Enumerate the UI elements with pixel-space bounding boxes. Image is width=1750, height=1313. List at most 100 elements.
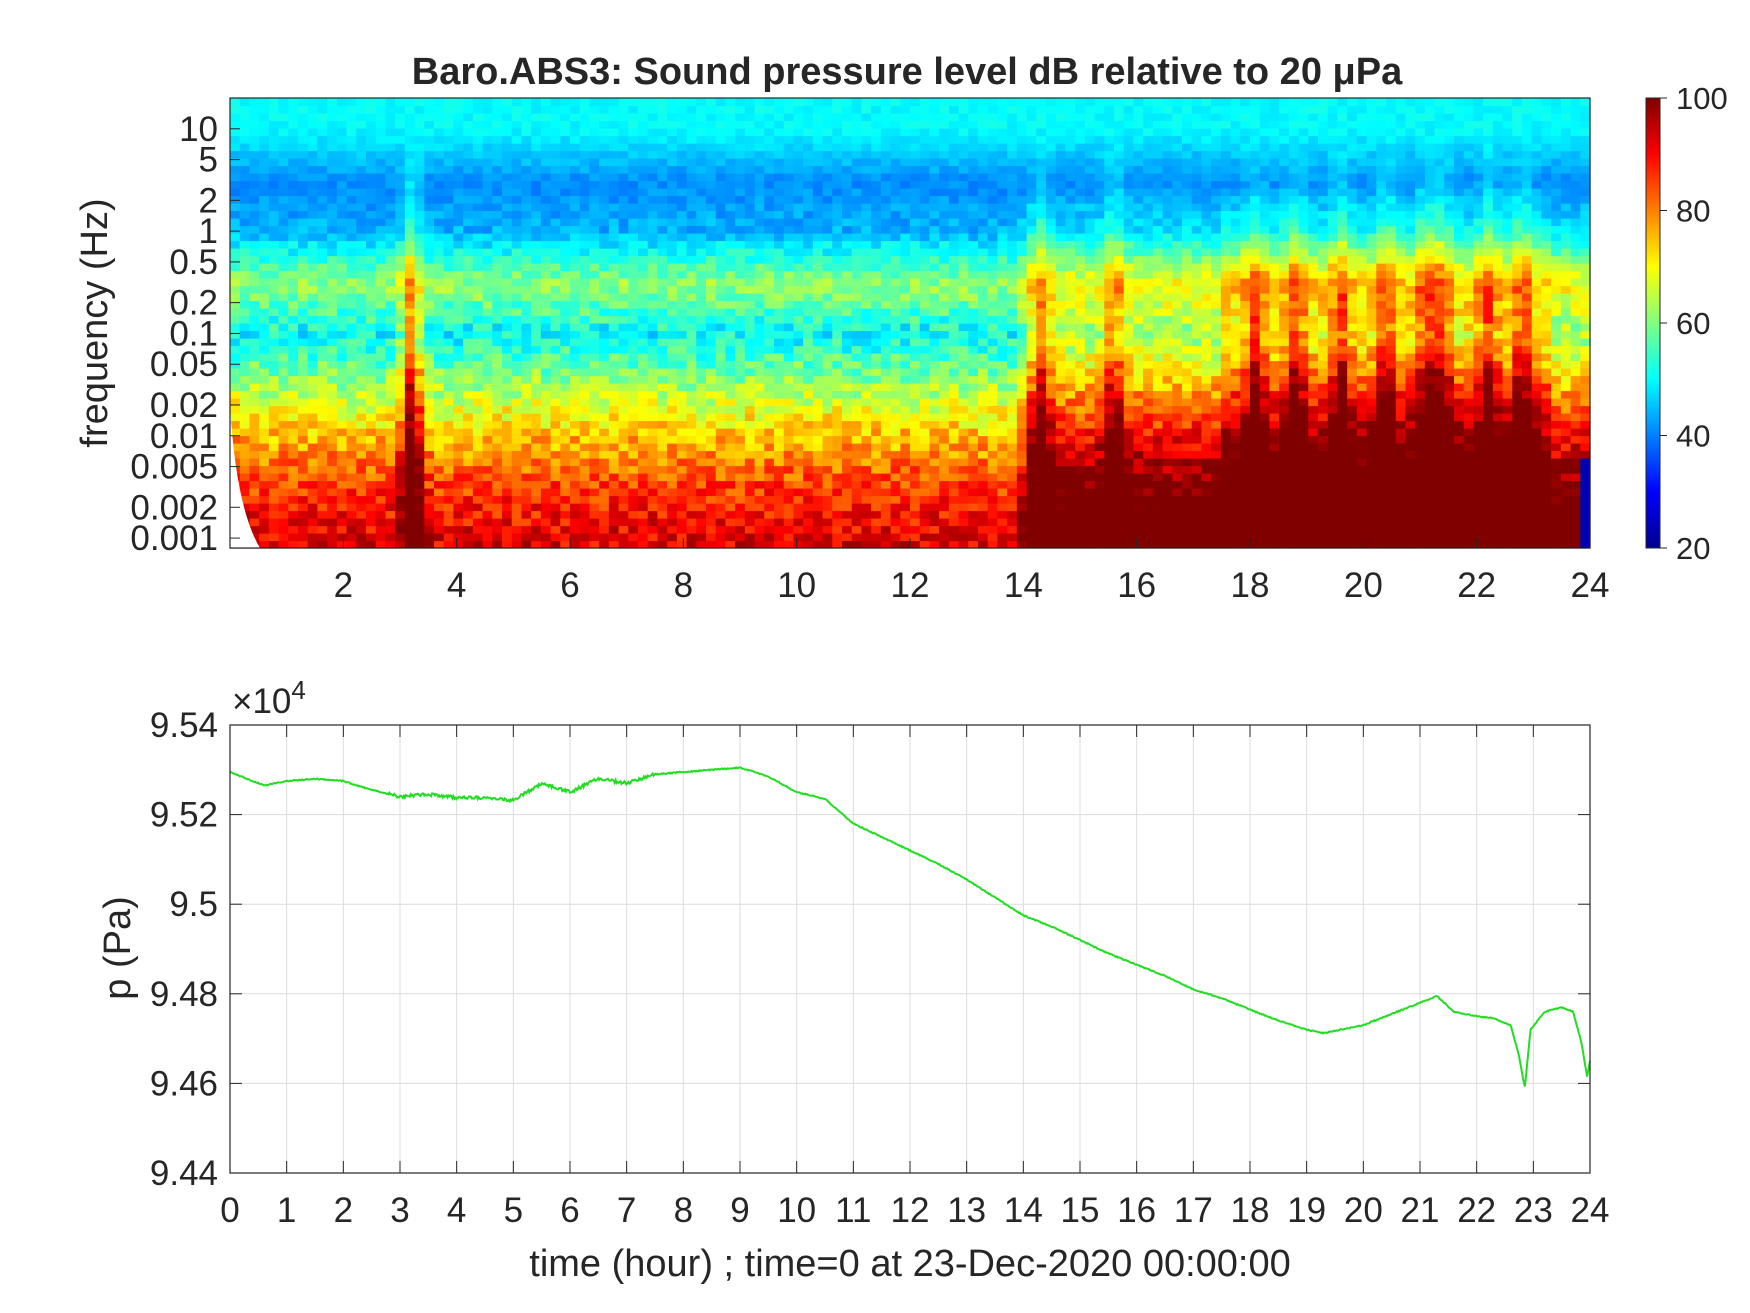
spectrogram-cell: [676, 308, 688, 317]
spectrogram-cell: [1502, 443, 1513, 452]
spectrogram-cell: [948, 435, 960, 444]
spectrogram-cell: [1046, 398, 1057, 407]
spectrogram-cell: [725, 533, 736, 542]
spectrogram-cell: [1016, 285, 1028, 294]
spectrogram-cell: [1114, 330, 1125, 339]
spectrogram-cell: [1046, 413, 1057, 422]
spectrogram-cell: [851, 503, 863, 512]
spectrogram-cell: [579, 293, 591, 302]
spectrogram-cell: [482, 428, 493, 437]
spectrogram-cell: [1123, 480, 1135, 489]
spectrogram-cell: [910, 413, 921, 422]
spectrogram-cell: [366, 375, 377, 384]
spectrogram-cell: [366, 465, 377, 474]
spectrogram-cell: [1143, 435, 1154, 444]
spectrogram-cell: [774, 278, 785, 287]
spectrogram-cell: [754, 413, 765, 422]
spectrogram-cell: [1162, 323, 1173, 332]
spectrogram-cell: [783, 420, 795, 429]
spectrogram-cell: [1182, 398, 1193, 407]
spectrogram-cell: [259, 473, 270, 482]
spectrogram-cell: [482, 375, 493, 384]
spectrogram-cell: [706, 443, 717, 452]
spectrogram-cell: [812, 413, 824, 422]
spectrogram-cell: [589, 338, 600, 347]
spectrogram-cell: [579, 398, 591, 407]
spectrogram-cell: [1036, 458, 1047, 467]
spectrogram-cell: [1288, 518, 1300, 527]
spectrogram-cell: [667, 330, 678, 339]
spectrogram-cell: [1502, 293, 1513, 302]
spectrogram-cell: [647, 390, 659, 399]
spectrogram-cell: [657, 323, 668, 332]
spectrogram-cell: [1395, 473, 1407, 482]
spectrogram-cell: [1162, 518, 1173, 527]
spectrogram-cell: [492, 383, 503, 392]
spectrogram-cell: [832, 338, 843, 347]
spectrogram-cell: [958, 368, 969, 377]
spectrogram-cell: [919, 405, 931, 414]
spectrogram-cell: [1114, 525, 1125, 534]
spectrogram-cell: [1541, 293, 1552, 302]
spectrogram-cell: [1347, 428, 1358, 437]
spectrogram-cell: [395, 473, 406, 482]
spectrogram-cell: [676, 383, 688, 392]
spectrogram-cell: [1094, 420, 1105, 429]
spectrogram-cell: [1444, 443, 1455, 452]
spectrogram-cell: [861, 308, 872, 317]
spectrogram-cell: [1483, 525, 1494, 534]
spectrogram-cell: [1454, 533, 1465, 542]
spectrogram-cell: [657, 315, 668, 324]
spectrogram-cell: [1560, 540, 1572, 549]
spectrogram-cell: [453, 308, 464, 317]
spectrogram-cell: [521, 540, 532, 549]
spectrogram-cell: [1386, 458, 1397, 467]
spectrogram-cell: [851, 458, 863, 467]
spectrogram-cell: [404, 390, 416, 399]
spectrogram-cell: [861, 323, 872, 332]
spectrogram-cell: [608, 375, 620, 384]
spectrogram-cell: [890, 503, 901, 512]
spectrogram-cell: [560, 413, 571, 422]
spectrogram-cell: [1046, 278, 1057, 287]
spectrogram-cell: [783, 533, 795, 542]
spectrogram-cell: [1036, 375, 1047, 384]
spectrogram-cell: [919, 488, 931, 497]
spectrogram-cell: [375, 420, 387, 429]
spectrogram-cell: [249, 308, 260, 317]
spectrogram-cell: [1415, 330, 1426, 339]
spectrogram-cell: [1337, 540, 1348, 549]
spectrogram-cell: [1279, 293, 1290, 302]
spectrogram-cell: [1133, 450, 1144, 459]
spectrogram-cell: [375, 488, 387, 497]
spectrogram-cell: [1551, 503, 1562, 512]
spectrogram-cell: [783, 330, 795, 339]
spectrogram-cell: [725, 323, 736, 332]
spectrogram-cell: [1055, 405, 1067, 414]
spectrogram-cell: [900, 383, 911, 392]
spectrogram-cell: [1036, 323, 1047, 332]
spectrogram-cell: [851, 308, 863, 317]
spectrogram-cell: [1191, 428, 1203, 437]
spectrogram-cell: [375, 308, 387, 317]
spectrogram-cell: [1123, 450, 1135, 459]
spectrogram-cell: [822, 300, 833, 309]
spectrogram-cell: [434, 510, 445, 519]
spectrogram-cell: [803, 315, 814, 324]
spectrogram-cell: [414, 308, 425, 317]
spectrogram-cell: [404, 413, 416, 422]
spectrogram-cell: [1492, 405, 1504, 414]
spectrogram-cell: [317, 368, 328, 377]
spectrogram-cell: [871, 525, 882, 534]
spectrogram-cell: [1016, 450, 1028, 459]
spectrogram-cell: [1104, 510, 1115, 519]
spectrogram-cell: [434, 308, 445, 317]
spectrogram-cell: [812, 435, 824, 444]
spectrogram-cell: [298, 330, 309, 339]
spectrogram-cell: [482, 465, 493, 474]
spectrogram-heatmap: [230, 98, 1591, 549]
spectrogram-cell: [628, 345, 639, 354]
spectrogram-cell: [1055, 420, 1067, 429]
spectrogram-cell: [657, 510, 668, 519]
spectrogram-cell: [647, 330, 659, 339]
